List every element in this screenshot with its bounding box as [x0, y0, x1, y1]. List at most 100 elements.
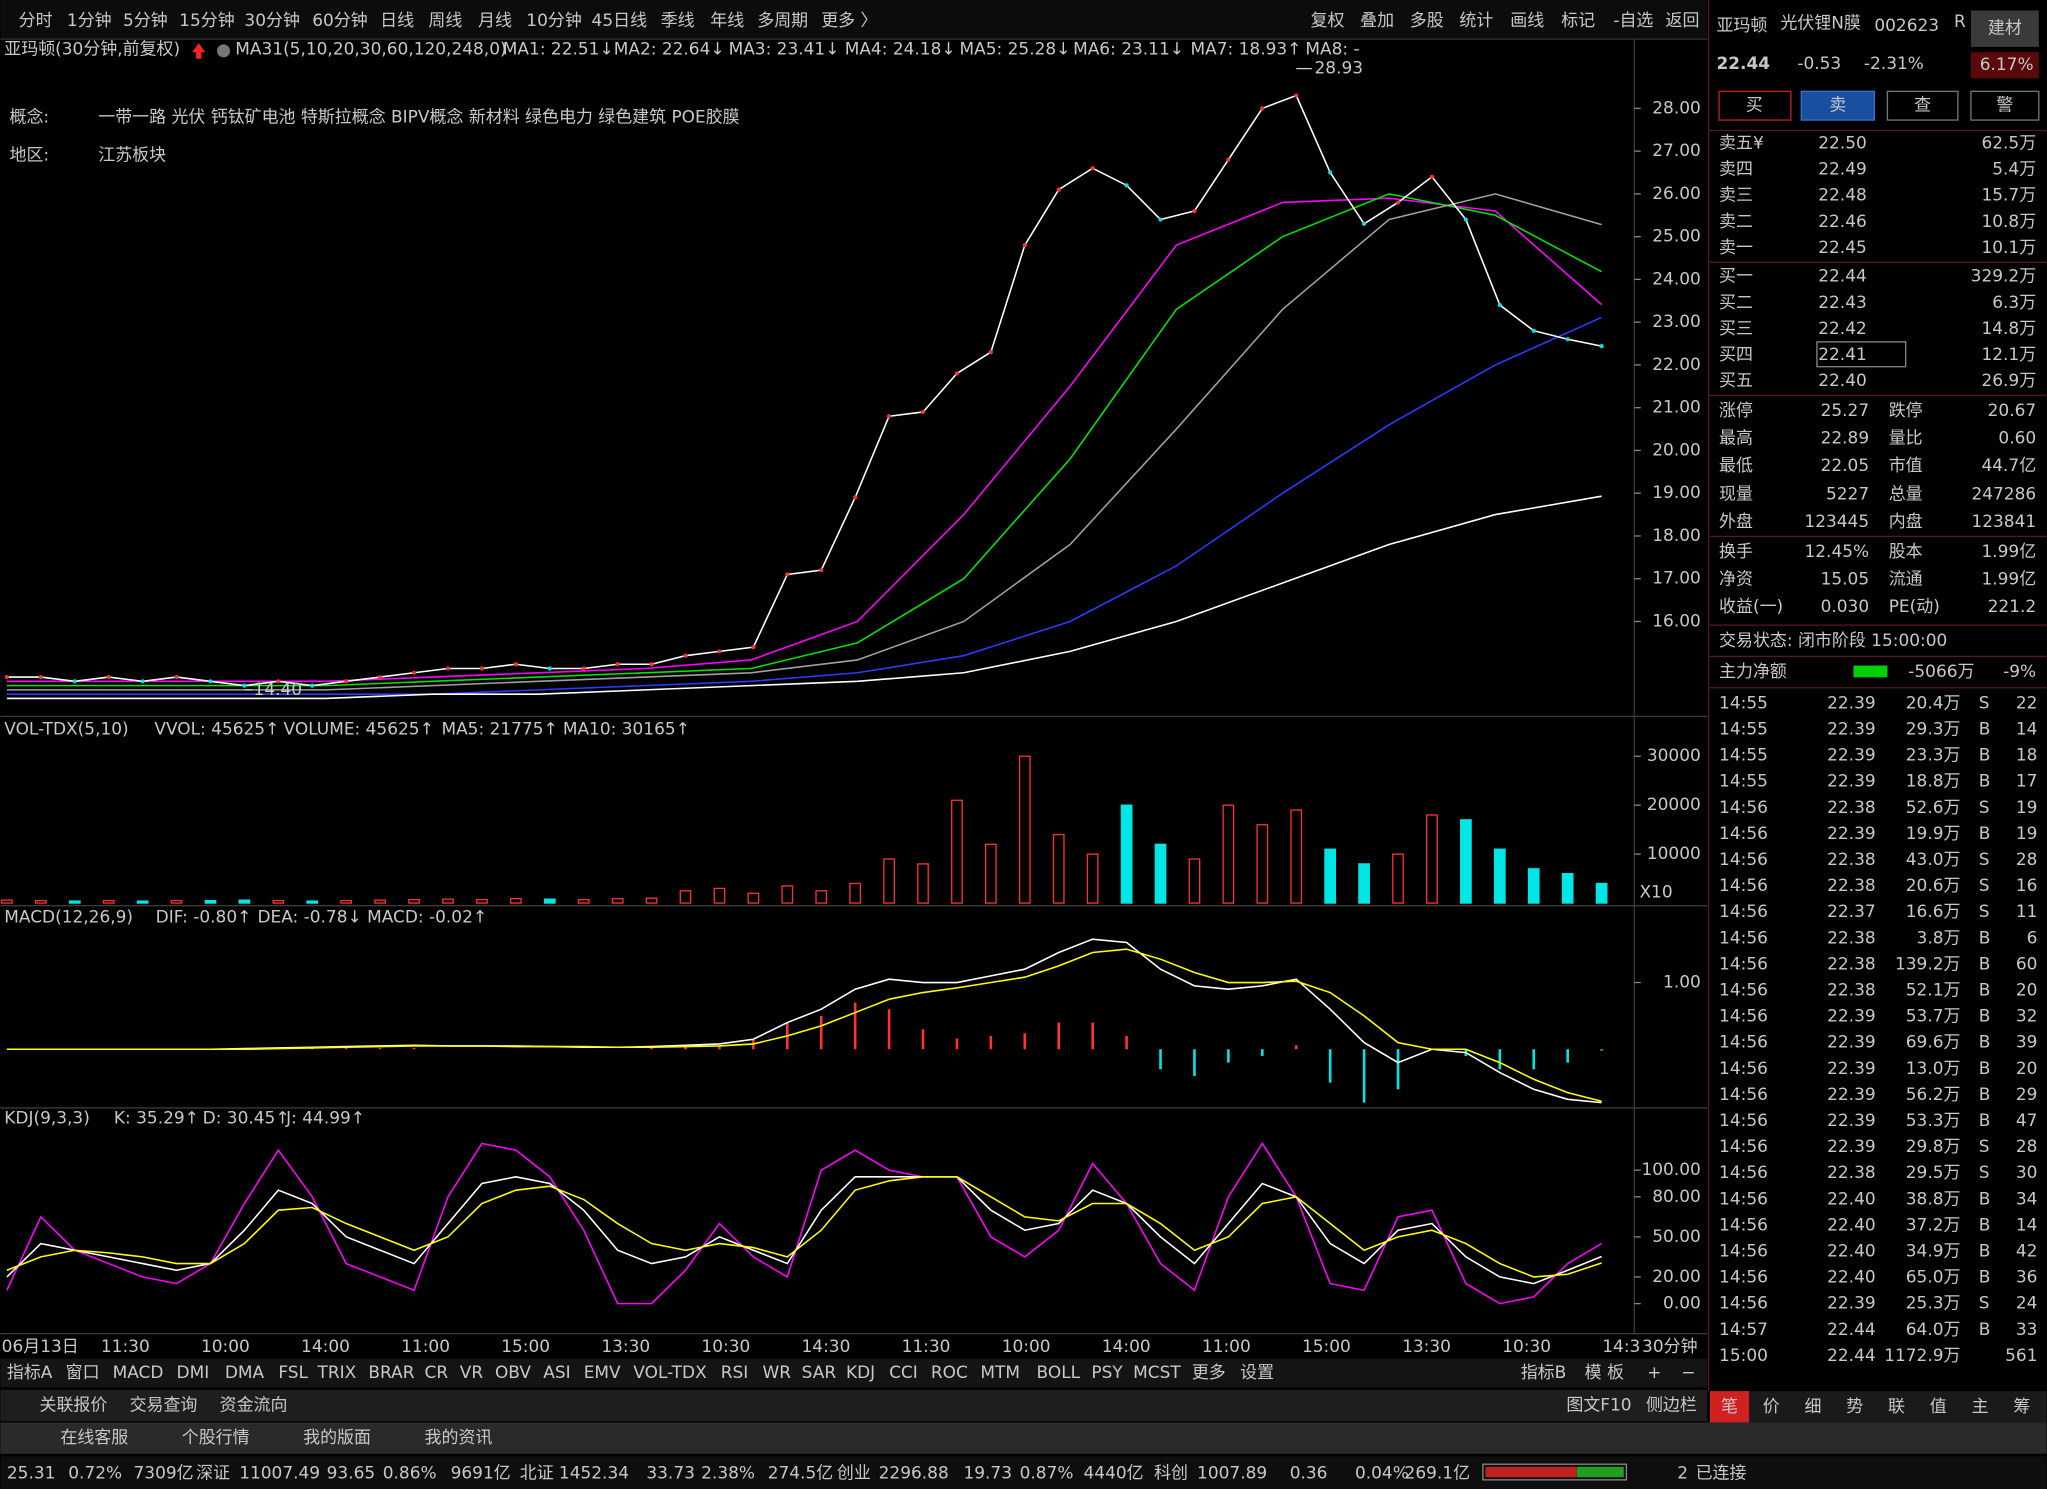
side-tab[interactable]: 筹 — [2013, 1396, 2030, 1416]
side-tab[interactable]: 主 — [1972, 1396, 1989, 1416]
trade-button-label[interactable]: 卖 — [1829, 95, 1846, 115]
indicator-tab[interactable]: 指标B — [1521, 1362, 1567, 1382]
k-line — [6, 1176, 1602, 1285]
indicator-tab[interactable]: − — [1681, 1362, 1695, 1382]
price-point — [785, 572, 790, 577]
tool-button[interactable]: 标记 — [1561, 10, 1595, 30]
bottom-tab[interactable]: 侧边栏 — [1646, 1394, 1697, 1414]
indicator-tab[interactable]: OBV — [495, 1362, 531, 1382]
volume-bar — [1324, 848, 1337, 904]
period-tab[interactable]: 1分钟 — [67, 10, 112, 30]
period-tab[interactable]: 季线 — [661, 10, 695, 30]
period-tab[interactable]: 周线 — [428, 10, 462, 30]
tool-button[interactable]: -自选 — [1613, 10, 1653, 30]
side-tab[interactable]: 细 — [1805, 1396, 1822, 1416]
indicator-tab[interactable]: DMA — [225, 1362, 265, 1382]
service-link[interactable]: 我的版面 — [303, 1427, 371, 1447]
stat-label: 总量 — [1889, 484, 1923, 504]
tool-button[interactable]: 多股 — [1410, 10, 1444, 30]
period-tab[interactable]: 多周期 — [757, 10, 808, 30]
bottom-tab[interactable]: 图文F10 — [1566, 1394, 1631, 1414]
period-tab[interactable]: 10分钟 — [526, 10, 581, 30]
indicator-tab[interactable]: MCST — [1133, 1362, 1181, 1382]
stat-value: 0.030 — [1821, 596, 1870, 616]
period-tab[interactable]: 5分钟 — [123, 10, 168, 30]
tick-amount: 52.6万 — [1906, 797, 1961, 817]
tick-amount: 18.8万 — [1906, 771, 1961, 791]
indicator-tab[interactable]: 指标A — [7, 1362, 53, 1382]
indicator-tab[interactable]: 模 板 — [1585, 1362, 1624, 1382]
price-point — [208, 679, 213, 684]
indicator-tab[interactable]: VR — [460, 1362, 484, 1382]
service-link[interactable]: 在线客服 — [60, 1427, 128, 1447]
indicator-tab[interactable]: RSI — [721, 1362, 749, 1382]
volume-bar — [679, 890, 692, 904]
side-tab[interactable]: 联 — [1888, 1396, 1905, 1416]
period-tab[interactable]: 15分钟 — [179, 10, 234, 30]
indicator-tab[interactable]: 窗口 — [66, 1362, 100, 1382]
tool-button[interactable]: 叠加 — [1360, 10, 1394, 30]
tick-time: 14:56 — [1719, 1136, 1768, 1156]
indicator-tab[interactable]: CCI — [889, 1362, 918, 1382]
tool-button[interactable]: 画线 — [1510, 10, 1544, 30]
indicator-tab[interactable]: DMI — [177, 1362, 210, 1382]
indicator-tab[interactable]: SAR — [802, 1362, 837, 1382]
stat-value: 5227 — [1826, 484, 1869, 504]
indicator-tab[interactable]: ROC — [931, 1362, 968, 1382]
indicator-tab[interactable]: BRAR — [368, 1362, 414, 1382]
trade-button-label[interactable]: 警 — [1996, 95, 2013, 115]
x-tick-label: 10:00 — [201, 1336, 250, 1356]
period-tab[interactable]: 45日线 — [592, 10, 648, 30]
indicator-tab[interactable]: + — [1647, 1362, 1661, 1382]
bottom-tab[interactable]: 资金流向 — [220, 1394, 288, 1414]
indicator-tab[interactable]: WR — [763, 1362, 792, 1382]
period-tab[interactable]: 分时 — [19, 10, 53, 30]
tool-button[interactable]: 复权 — [1311, 10, 1345, 30]
indicator-tab[interactable]: 设置 — [1240, 1362, 1274, 1382]
tick-price: 22.40 — [1827, 1214, 1876, 1234]
indicator-tab[interactable]: MTM — [980, 1362, 1020, 1382]
indicator-tab[interactable]: PSY — [1091, 1362, 1123, 1382]
indicator-tab[interactable]: BOLL — [1037, 1362, 1081, 1382]
period-tab[interactable]: 年线 — [710, 10, 744, 30]
indicator-tab[interactable]: FSL — [278, 1362, 308, 1382]
price-point — [988, 350, 993, 355]
indicator-tab[interactable]: CR — [425, 1362, 449, 1382]
indicator-tab[interactable]: TRIX — [316, 1362, 356, 1382]
side-tab[interactable]: 势 — [1846, 1396, 1863, 1416]
period-tab[interactable]: 30分钟 — [244, 10, 299, 30]
service-link[interactable]: 我的资讯 — [425, 1427, 493, 1447]
side-tab[interactable]: 笔 — [1721, 1396, 1738, 1416]
tick-time: 14:56 — [1719, 1032, 1768, 1052]
indicator-tab[interactable]: VOL-TDX — [633, 1362, 707, 1382]
trade-button-label[interactable]: 买 — [1746, 95, 1763, 115]
bottom-tab[interactable]: 关联报价 — [40, 1394, 108, 1414]
kdj-header: K: 35.29↑ — [114, 1107, 199, 1127]
indicator-tab[interactable]: 更多 — [1192, 1362, 1226, 1382]
query-button[interactable] — [1886, 90, 1959, 121]
tool-button[interactable]: 统计 — [1459, 10, 1493, 30]
buy-button[interactable] — [1718, 90, 1792, 121]
stat-value: 123841 — [1971, 511, 2036, 531]
indicator-tab[interactable]: KDJ — [846, 1362, 875, 1382]
period-tab[interactable]: 60分钟 — [312, 10, 367, 30]
side-tab[interactable]: 值 — [1930, 1396, 1947, 1416]
sector-badge[interactable] — [1970, 10, 2039, 47]
tool-button[interactable]: 返回 — [1666, 10, 1700, 30]
alert-button[interactable] — [1970, 90, 2040, 121]
indicator-tab[interactable]: ASI — [543, 1362, 570, 1382]
sector[interactable]: 建材 — [1988, 18, 2022, 38]
period-tab[interactable]: 更多 〉 — [821, 10, 877, 30]
sell-button[interactable] — [1800, 90, 1876, 121]
service-link[interactable]: 个股行情 — [182, 1427, 250, 1447]
side-tab[interactable]: 价 — [1763, 1396, 1780, 1416]
trade-button-label[interactable]: 查 — [1914, 95, 1931, 115]
active-side-tab-bg[interactable] — [1709, 1391, 1750, 1423]
volume-bar — [985, 843, 997, 904]
indicator-tab[interactable]: EMV — [584, 1362, 621, 1382]
period-tab[interactable]: 日线 — [380, 10, 414, 30]
volume-bar — [1086, 853, 1099, 904]
bottom-tab[interactable]: 交易查询 — [130, 1394, 198, 1414]
period-tab[interactable]: 月线 — [478, 10, 512, 30]
indicator-tab[interactable]: MACD — [113, 1362, 164, 1382]
